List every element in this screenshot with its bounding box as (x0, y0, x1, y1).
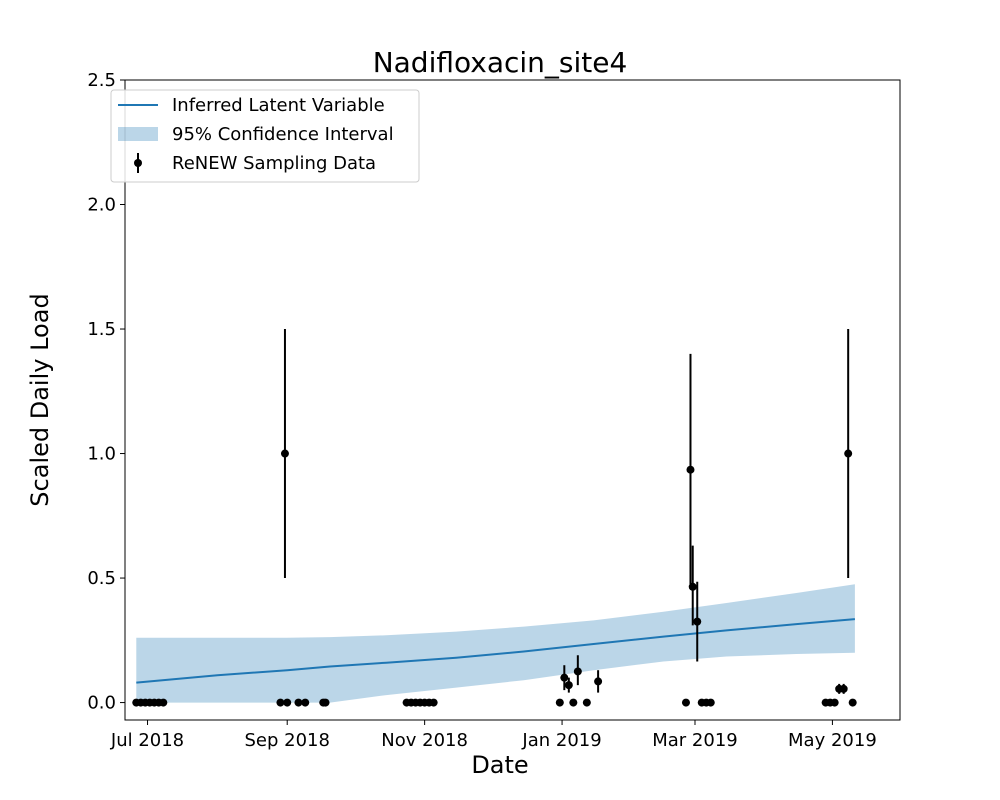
sample-point (681, 698, 690, 707)
sample-point (569, 698, 578, 707)
latent-line-layer (136, 618, 855, 684)
sample-point (294, 698, 303, 707)
legend: Inferred Latent Variable 95% Confidence I… (110, 89, 420, 183)
legend-label: ReNEW Sampling Data (172, 153, 376, 174)
confidence-band (136, 584, 855, 703)
confidence-band-layer (136, 584, 855, 703)
x-axis-ticks: Jul 2018 Sep 2018 Nov 2018 Jan 2019 Mar 2019… (110, 720, 877, 751)
latent-variable-line (136, 618, 855, 684)
sample-point (321, 698, 330, 707)
sample-point (706, 698, 715, 707)
sample-point (839, 684, 848, 693)
sample-point (830, 698, 839, 707)
sample-point (555, 698, 564, 707)
sample-point (573, 667, 582, 676)
y-tick-label: 1.5 (87, 319, 116, 340)
legend-label: 95% Confidence Interval (172, 124, 394, 145)
legend-label: Inferred Latent Variable (172, 95, 385, 116)
x-tick-label: May 2019 (788, 730, 877, 751)
sample-point (429, 698, 438, 707)
sample-points-layer (132, 329, 857, 707)
y-tick-label: 0.0 (87, 693, 116, 714)
sample-point (582, 698, 591, 707)
x-axis-label: Date (471, 751, 528, 779)
sample-point (301, 698, 310, 707)
sample-point (693, 617, 702, 626)
y-tick-label: 1.0 (87, 444, 116, 465)
sample-point (280, 449, 289, 458)
x-tick-label: Sep 2018 (244, 730, 329, 751)
x-tick-label: Jul 2018 (110, 730, 184, 751)
sample-point (276, 698, 285, 707)
sample-point (564, 681, 573, 690)
x-tick-label: Mar 2019 (652, 730, 738, 751)
sample-point (688, 582, 697, 591)
x-tick-label: Nov 2018 (381, 730, 468, 751)
sample-point (594, 677, 603, 686)
sample-point (283, 698, 292, 707)
y-axis-label: Scaled Daily Load (26, 293, 54, 506)
sample-point (848, 698, 857, 707)
plot-frame (124, 79, 901, 721)
sample-point (159, 698, 168, 707)
sample-point (844, 449, 853, 458)
y-tick-label: 2.5 (87, 70, 116, 91)
chart-title: Nadifloxacin_site4 (373, 46, 628, 79)
y-axis-ticks: 0.0 0.5 1.0 1.5 2.0 2.5 (87, 70, 125, 714)
legend-swatch-point (134, 159, 142, 167)
y-tick-label: 0.5 (87, 568, 116, 589)
sample-point (560, 673, 569, 682)
sample-point (686, 465, 695, 474)
legend-box (110, 89, 420, 183)
y-tick-label: 2.0 (87, 195, 116, 216)
legend-swatch-band (118, 127, 158, 141)
x-tick-label: Jan 2019 (521, 730, 601, 751)
